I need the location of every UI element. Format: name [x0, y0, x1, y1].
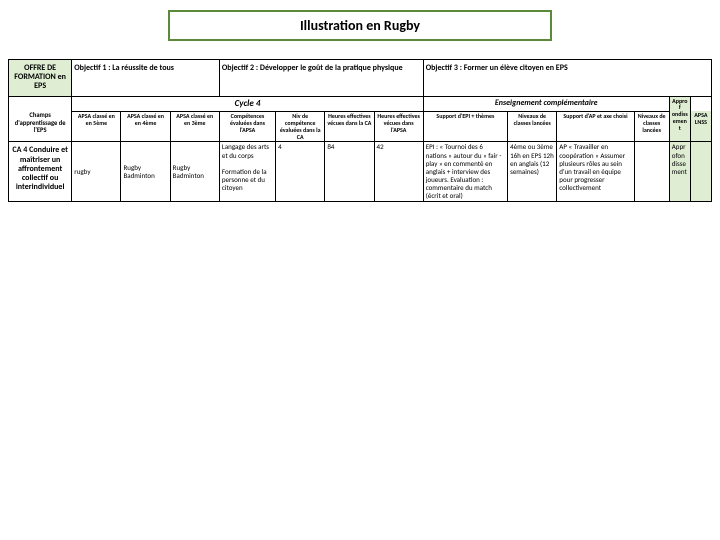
approf-cell: Approfondissement	[669, 142, 690, 201]
col-header: Compétences évaluées dans l'APSA	[219, 111, 275, 142]
objectif-3: Objectif 3 : Former un élève citoyen en …	[423, 60, 711, 97]
table-row: CA 4 Conduire et maîtriser un affronteme…	[9, 142, 712, 201]
approf-header: Approf ondiss ement	[669, 96, 690, 142]
champs-header: Champs d'apprentissage de l'EPS	[9, 111, 72, 142]
col-header: APSA LNSS	[690, 111, 711, 142]
table-row: Champs d'apprentissage de l'EPS APSA cla…	[9, 111, 712, 142]
comp-b: Formation de la personne et du citoyen	[222, 168, 273, 192]
page-title: Illustration en Rugby	[168, 10, 552, 41]
niveaux2-cell	[634, 142, 669, 201]
col-header: APSA classé en en 3ème	[170, 111, 219, 142]
col-header: Heures effectives vécues dans l'APSA	[374, 111, 423, 142]
col-header: Niveaux de classes lancées	[634, 111, 669, 142]
heures-apsa-cell: 42	[374, 142, 423, 201]
empty-cell	[690, 96, 711, 111]
ca4-label: CA 4 Conduire et maîtriser un affronteme…	[9, 142, 72, 201]
col-header: Niv de compétence évaluées dans la CA	[276, 111, 325, 142]
col-header: APSA classé en en 5ème	[72, 111, 121, 142]
apsa-4eme: Rugby Badminton	[121, 142, 170, 201]
competences-cell: Langage des arts et du corps Formation d…	[219, 142, 275, 201]
niveaux1-cell: 4ème ou 3ème 16h en EPS 12h en anglais (…	[508, 142, 557, 201]
heures-ca-cell: 84	[325, 142, 374, 201]
cycle-header: Cycle 4	[72, 96, 423, 111]
offre-header: OFFRE DE FORMATION en EPS	[9, 60, 72, 97]
epi-cell: EPI : « Tournoi des 6 nations » autour d…	[423, 142, 507, 201]
col-header: Heures effectives vécues dans la CA	[325, 111, 374, 142]
col-header: APSA classé en en 4ème	[121, 111, 170, 142]
objectif-1: Objectif 1 : La réussite de tous	[72, 60, 220, 97]
comp-a: Langage des arts et du corps	[222, 143, 273, 159]
table-row: Cycle 4 Enseignement complémentaire Appr…	[9, 96, 712, 111]
col-header: Support d'EPI + thèmes	[423, 111, 507, 142]
col-header: Support d'AP et axe choisi	[557, 111, 634, 142]
niveau-cell: 4	[276, 142, 325, 201]
empty-cell	[9, 96, 72, 111]
enseignement-header: Enseignement complémentaire	[423, 96, 669, 111]
ap-cell: AP « Travailler en coopération » Assumer…	[557, 142, 634, 201]
apsa-lnss-cell	[690, 142, 711, 201]
table-row: OFFRE DE FORMATION en EPS Objectif 1 : L…	[9, 60, 712, 97]
objectif-2: Objectif 2 : Développer le goût de la pr…	[219, 60, 423, 97]
formation-table: OFFRE DE FORMATION en EPS Objectif 1 : L…	[8, 59, 712, 202]
apsa-3eme: Rugby Badminton	[170, 142, 219, 201]
col-header: Niveaux de classes lancées	[508, 111, 557, 142]
apsa-5eme: rugby	[72, 142, 121, 201]
